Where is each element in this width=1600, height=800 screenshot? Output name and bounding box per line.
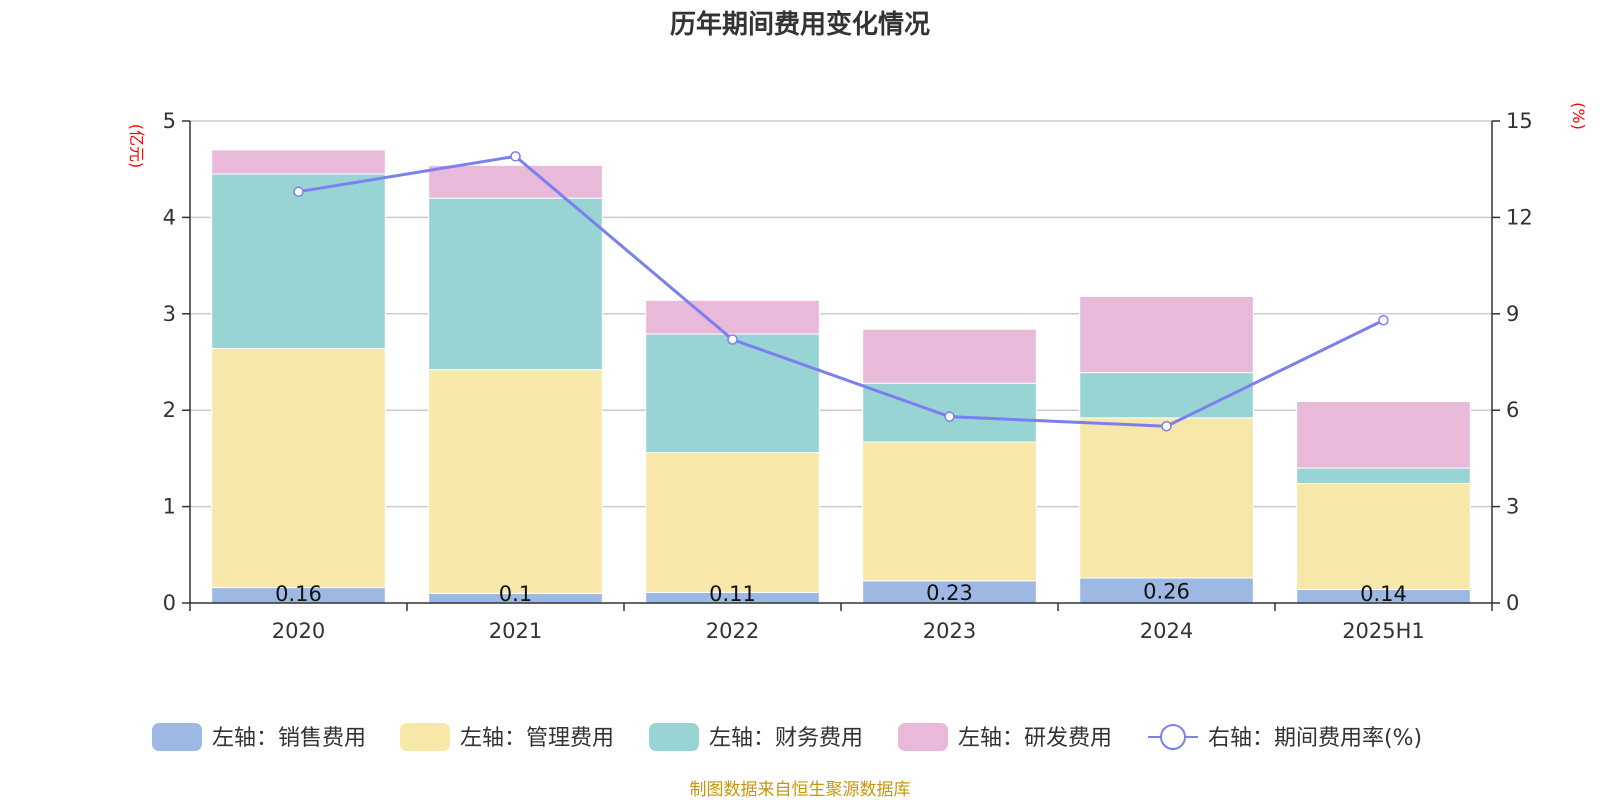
right-tick-label: 3 [1506,495,1519,519]
legend-swatch [649,723,699,751]
right-tick-label: 6 [1506,398,1519,422]
bar-data-label: 0.1 [499,582,532,606]
right-tick-label: 12 [1506,205,1533,229]
legend-marker [1160,724,1186,750]
bar-segment-3 [645,299,820,335]
legend-item: 右轴：期间费用率(%) [1148,724,1422,751]
bar-segment-1 [1079,417,1254,579]
left-tick-label: 0 [163,591,176,615]
legend-swatch [152,723,202,751]
bar-segment-3 [428,164,603,199]
bar-segment-1 [862,441,1037,582]
rate-line [293,151,1389,432]
right-tick-label: 9 [1506,302,1519,326]
bar-segment-2 [1079,372,1254,419]
x-tick-label: 2025H1 [1342,619,1425,643]
bar-segment-3 [862,328,1037,384]
left-axis-unit: (亿元) [127,124,146,169]
rate-point [944,411,955,422]
bars [211,149,1471,604]
legend-swatch [898,723,948,751]
bar-segment-3 [211,149,386,175]
bar-data-label: 0.16 [275,582,322,606]
left-tick-label: 3 [163,302,176,326]
bar-segment-1 [428,369,603,594]
legend-label: 右轴：期间费用率(%) [1208,726,1422,751]
right-tick-label: 15 [1506,109,1533,133]
left-tick-label: 1 [163,495,176,519]
rate-point [510,151,521,162]
legend-item: 左轴：管理费用 [400,723,614,751]
x-tick-label: 2023 [923,619,976,643]
rate-point [727,334,738,345]
x-tick-label: 2020 [272,619,325,643]
rate-line-path [298,154,1385,428]
bar-segment-3 [1079,295,1254,374]
left-tick-label: 2 [163,398,176,422]
right-axis-unit: (%) [1569,102,1588,130]
source-note: 制图数据来自恒生聚源数据库 [690,780,911,800]
legend: 左轴：销售费用 左轴：管理费用 左轴：财务费用 左轴：研发费用 右轴：期间费用率(%) [152,723,1422,751]
bar-data-label: 0.14 [1360,582,1407,606]
bar-segment-1 [211,348,386,589]
right-tick-label: 0 [1506,591,1519,615]
bar-segment-1 [1296,482,1471,591]
rate-point [1378,314,1389,326]
chart-title: 历年期间费用变化情况 [670,9,930,40]
rate-point [1161,421,1172,432]
left-tick-label: 4 [163,205,176,229]
bar-data-label: 0.23 [926,581,973,605]
bar-segment-2 [211,173,386,350]
legend-item: 左轴：销售费用 [152,723,366,751]
grid [190,120,1492,508]
legend-label: 左轴：管理费用 [460,726,614,751]
data-labels: 0.16 0.1 0.11 0.23 0.26 0.14 [275,579,1407,606]
x-tick-label: 2021 [489,619,542,643]
bar-segment-3 [1296,401,1471,469]
bar-segment-2 [1296,467,1471,484]
legend-label: 左轴：研发费用 [958,726,1112,751]
legend-label: 左轴：财务费用 [709,726,863,751]
left-tick-label: 5 [163,109,176,133]
bar-segment-2 [645,333,820,454]
legend-item: 左轴：财务费用 [649,723,863,751]
bar-segment-2 [428,197,603,371]
bar-data-label: 0.11 [709,582,756,606]
rate-point [293,186,304,197]
legend-swatch [400,723,450,751]
x-tick-label: 2024 [1140,619,1193,643]
legend-label: 左轴：销售费用 [212,726,366,751]
bar-segment-1 [645,452,820,593]
x-tick-label: 2022 [706,619,759,643]
legend-item: 左轴：研发费用 [898,723,1112,751]
bar-data-label: 0.26 [1143,579,1190,603]
